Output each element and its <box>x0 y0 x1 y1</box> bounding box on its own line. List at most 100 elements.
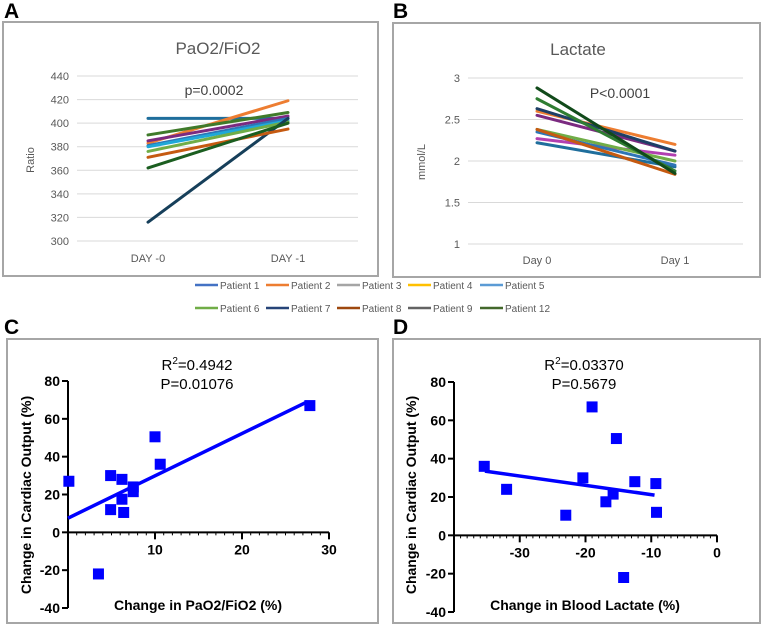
panel-b-ylabel: mmol/L <box>416 144 428 180</box>
panel-b-ytick-label: 2 <box>454 156 460 168</box>
panel-c-xtick-label: 10 <box>147 541 163 557</box>
panel-d-data-point <box>586 401 598 413</box>
panel-c-data-point <box>304 400 316 412</box>
panel-a-ytick-label: 380 <box>51 142 69 154</box>
panel-a-series-line <box>146 116 290 224</box>
panel-d-data-point <box>600 496 612 508</box>
panel-b-ytick-label: 2.5 <box>445 115 460 127</box>
panel-d-xtick-label: -20 <box>575 544 595 560</box>
panel-c-data-point <box>118 506 130 518</box>
panel-letter-c: C <box>4 316 19 339</box>
panel-b-series-line <box>535 127 677 176</box>
panel-c-regression-line <box>67 400 309 520</box>
panel-c-data-point <box>116 493 128 505</box>
panel-b-xtick-0: Day 0 <box>523 255 552 267</box>
panel-b-ytick-label: 1.5 <box>445 198 460 210</box>
panel-d-xlabel: Change in Blood Lactate (%) <box>490 597 680 613</box>
panel-d-ytick-label: 20 <box>430 489 446 505</box>
panel-b-ytick-label: 3 <box>454 73 460 85</box>
panel-d-ytick-label: 60 <box>430 412 446 428</box>
legend-label: Patient 6 <box>220 304 260 315</box>
panel-d-data-point <box>501 483 513 495</box>
panel-d-ytick-label: 0 <box>438 527 446 543</box>
panel-a-series-line <box>146 127 290 159</box>
legend-label: Patient 9 <box>433 304 473 315</box>
panel-c-data-point <box>92 568 104 580</box>
panel-a-ytick-label: 400 <box>51 118 69 130</box>
panel-b-ytick-label: 1 <box>454 239 460 251</box>
panel-b-series-line <box>535 141 677 169</box>
panel-b-series-line <box>535 86 677 175</box>
panel-d-data-point <box>629 476 641 488</box>
panel-d-ytick-label: 40 <box>430 451 446 467</box>
panel-d-data-point <box>607 488 619 500</box>
panel-d-pvalue: P=0.5679 <box>552 376 617 393</box>
legend-label: Patient 3 <box>362 281 402 292</box>
panel-a-xtick-0: DAY -0 <box>131 253 165 265</box>
panel-c-data-point <box>116 473 128 485</box>
panel-c-r2: R2=0.4942 <box>161 356 232 374</box>
panel-d-data-point <box>478 460 490 472</box>
panel-a-ylabel: Ratio <box>25 147 37 173</box>
panel-letter-b: B <box>393 0 408 23</box>
legend-label: Patient 2 <box>291 281 331 292</box>
panel-b-series-line <box>535 127 677 163</box>
panel-d-ytick-label: 80 <box>430 374 446 390</box>
panel-d-regression-line <box>484 469 655 497</box>
panel-a-ytick-label: 420 <box>51 95 69 107</box>
panel-b-title: Lactate <box>550 40 606 59</box>
panel-c-xlabel: Change in PaO2/FiO2 (%) <box>114 597 282 613</box>
panel-c-ytick-label: -20 <box>40 562 60 578</box>
panel-c-ytick-label: -40 <box>40 600 60 616</box>
panel-a-ytick-label: 360 <box>51 165 69 177</box>
panel-d-r2: R2=0.03370 <box>544 356 623 374</box>
panel-d-ylabel: Change in Cardiac Output (%) <box>403 396 419 594</box>
panel-letter-d: D <box>393 316 408 339</box>
panel-b-xtick-1: Day 1 <box>661 255 690 267</box>
panel-c-ytick-label: 20 <box>44 487 60 503</box>
panel-d-data-point <box>560 509 572 521</box>
panel-d-data-point <box>577 472 589 484</box>
panel-d-xtick-label: -30 <box>510 544 530 560</box>
panel-letter-a: A <box>4 0 19 23</box>
panel-b-series-line <box>535 137 677 157</box>
panel-c-data-point <box>154 458 166 470</box>
panel-c-ytick-label: 0 <box>52 524 60 540</box>
panel-d-data-point <box>618 572 630 583</box>
panel-c-data-point <box>63 475 75 487</box>
panel-a-ytick-label: 440 <box>51 71 69 83</box>
panel-c-data-point <box>127 486 139 498</box>
panel-a-ytick-label: 300 <box>51 236 69 248</box>
panel-c-ytick-label: 60 <box>44 411 60 427</box>
panel-a-pvalue: p=0.0002 <box>185 82 244 98</box>
panel-a-series-line <box>146 121 290 170</box>
panel-c-ylabel: Change in Cardiac Output (%) <box>18 396 34 594</box>
legend-label: Patient 7 <box>291 304 331 315</box>
panel-c-xtick-label: 20 <box>234 541 250 557</box>
panel-d-data-point <box>651 506 663 518</box>
panel-a-ytick-label: 320 <box>51 212 69 224</box>
legend-label: Patient 8 <box>362 304 402 315</box>
panel-c-pvalue: P=0.01076 <box>161 376 234 393</box>
legend: Patient 1 Patient 2 Patient 3 Patient 4 Pati… <box>195 281 550 315</box>
panel-a-series-line <box>146 120 290 153</box>
panel-a-series-line <box>146 111 290 137</box>
panel-d-ytick-label: -40 <box>426 604 446 620</box>
panel-a-series-line <box>146 119 290 149</box>
panel-c-data-point <box>105 504 117 516</box>
panel-a-series-line <box>146 114 290 143</box>
panel-b-pvalue: P<0.0001 <box>590 85 651 101</box>
panel-d-xtick-label: -10 <box>641 544 661 560</box>
panel-a-title: PaO2/FiO2 <box>175 39 260 58</box>
panel-d-data-point <box>610 433 622 445</box>
panel-a-xtick-1: DAY -1 <box>271 253 305 265</box>
panel-d-xtick-label: 0 <box>713 544 721 560</box>
legend-label: Patient 1 <box>220 281 260 292</box>
panel-c-xtick-label: 30 <box>321 541 337 557</box>
panel-c-data-point <box>149 431 161 443</box>
panel-c-data-point <box>105 470 117 482</box>
panel-d-data-point <box>650 478 662 490</box>
legend-label: Patient 12 <box>505 304 550 315</box>
panel-d-ytick-label: -20 <box>426 566 446 582</box>
